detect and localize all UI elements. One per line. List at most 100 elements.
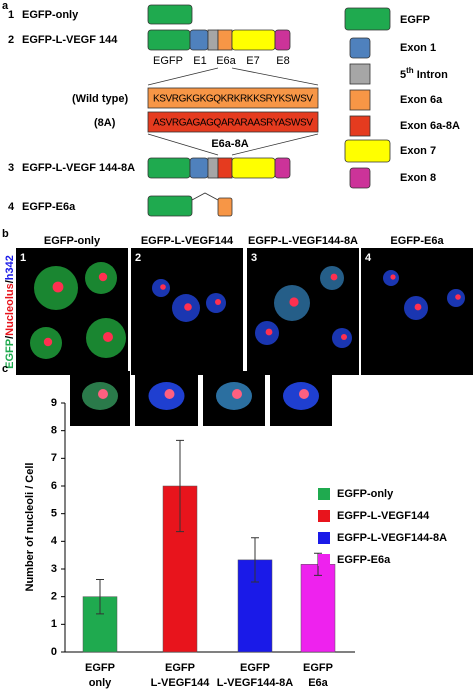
error-bar [251, 537, 259, 583]
legend-label: 5th Intron [400, 66, 448, 81]
nucleolus [52, 281, 64, 293]
nucleolus [184, 303, 192, 311]
stain-sep: / [4, 280, 16, 283]
y-tick-label: 1 [51, 618, 57, 630]
construct-name: EGFP-only [22, 9, 79, 21]
nucleolus [265, 328, 273, 336]
y-tick-label: 3 [51, 563, 57, 575]
x-tick-sublabel: L-VEGF144-8A [217, 677, 293, 689]
construct-labels: 1 EGFP-only 2 EGFP-L-VEGF 144 3 EGFP-L-V… [8, 9, 135, 213]
nucleolus [215, 299, 221, 305]
image-number: 1 [20, 252, 26, 264]
thumb-nucleolus [232, 389, 242, 399]
x-tick-label: EGFP [240, 662, 270, 674]
y-tick-label: 0 [51, 646, 57, 658]
thumbnails [70, 371, 332, 426]
image-number: 4 [365, 252, 372, 264]
y-tick-label: 6 [51, 480, 57, 492]
nucleolus [414, 303, 422, 311]
stain-h342: h342 [4, 255, 16, 280]
nucleolus [289, 297, 299, 307]
stain-egfp: EGFP [4, 339, 16, 369]
wild-type-sequence: KSVRGKGKGQKRKRKKSRYKSWSV [153, 94, 313, 105]
x-tick-sublabel: E6a [308, 677, 328, 689]
nucleolus [341, 334, 347, 340]
segment-label: EGFP [153, 55, 183, 67]
legend-label: EGFP [400, 14, 430, 26]
y-tick-label: 2 [51, 591, 57, 603]
legend-swatch [318, 510, 330, 522]
panel-letter: c [2, 363, 8, 375]
mutant-sequence: ASVRGAGAGQARARAASRYASWSV [153, 118, 313, 129]
legend-swatches [344, 7, 391, 189]
stain-nucleolus: Nucleolus [4, 283, 16, 336]
construct-number: 1 [8, 9, 14, 21]
thumb-nucleolus [299, 389, 309, 399]
y-tick-label: 5 [51, 508, 57, 520]
segment-label: E7 [246, 55, 259, 67]
image-number: 3 [251, 252, 257, 264]
image-title: EGFP-L-VEGF144 [141, 235, 234, 247]
segment-label: E8 [276, 55, 289, 67]
x-tick-sublabel: L-VEGF144 [151, 677, 211, 689]
segment-label: E6a [216, 55, 236, 67]
legend-label: EGFP-E6a [337, 554, 391, 566]
panel-letter: a [2, 0, 9, 12]
legend-label: EGFP-L-VEGF144-8A [337, 532, 447, 544]
y-tick-label: 9 [51, 397, 57, 409]
construct-name: EGFP-E6a [22, 201, 76, 213]
nucleolus [98, 272, 108, 282]
legend-label: Exon 6a-8A [400, 120, 460, 132]
legend-label: Exon 8 [400, 172, 436, 184]
legend-swatch [318, 488, 330, 500]
y-axis-label: Number of nucleoli / Cell [24, 463, 36, 592]
image-title: EGFP-E6a [390, 235, 444, 247]
construct-number: 2 [8, 34, 14, 46]
x-tick-label: EGFP [303, 662, 333, 674]
legend-label: EGFP-L-VEGF144 [337, 510, 430, 522]
y-tick-label: 7 [51, 452, 57, 464]
nucleolus [390, 274, 396, 280]
error-bar [96, 579, 104, 615]
construct-name: EGFP-L-VEGF 144 [22, 34, 118, 46]
panel-letter: b [2, 228, 9, 240]
legend-suffix: th [406, 66, 414, 75]
legend-swatch [318, 554, 330, 566]
nucleolus [330, 273, 338, 281]
legend-number: 5 [400, 69, 406, 81]
nucleolus [103, 332, 113, 342]
legend-label: Exon 7 [400, 145, 436, 157]
thumb-nucleolus [98, 389, 108, 399]
legend-label: Exon 6a [400, 94, 443, 106]
construct-number: 3 [8, 162, 14, 174]
mutant-name: E6a-8A [211, 138, 248, 150]
x-tick-sublabel: only [89, 677, 112, 689]
legend-label: EGFP-only [337, 488, 394, 500]
x-tick-label: EGFP [85, 662, 115, 674]
bar [300, 564, 336, 653]
image-number: 2 [135, 252, 141, 264]
legend-text: Intron [417, 69, 448, 81]
stain-label: EGFP/Nucleolus/h342 [4, 255, 16, 369]
image-title: EGFP-L-VEGF144-8A [248, 235, 358, 247]
construct-name: EGFP-L-VEGF 144-8A [22, 162, 135, 174]
image-title: EGFP-only [44, 235, 101, 247]
y-tick-label: 8 [51, 425, 57, 437]
nucleolus [160, 284, 166, 290]
wild-type-label: (Wild type) [72, 93, 128, 105]
legend-label: Exon 1 [400, 42, 436, 54]
thumb-nucleolus [164, 389, 175, 399]
mutant-label: (8A) [94, 117, 116, 129]
x-tick-label: EGFP [165, 662, 195, 674]
y-tick-label: 4 [51, 535, 58, 547]
stain-sep: / [4, 336, 16, 339]
nucleolus [455, 294, 461, 300]
legend-swatch [318, 532, 330, 544]
construct-number: 4 [8, 201, 15, 213]
error-bar [176, 439, 184, 533]
nucleolus [43, 337, 53, 347]
segment-label: E1 [193, 55, 206, 67]
construct-diagrams [147, 4, 319, 217]
